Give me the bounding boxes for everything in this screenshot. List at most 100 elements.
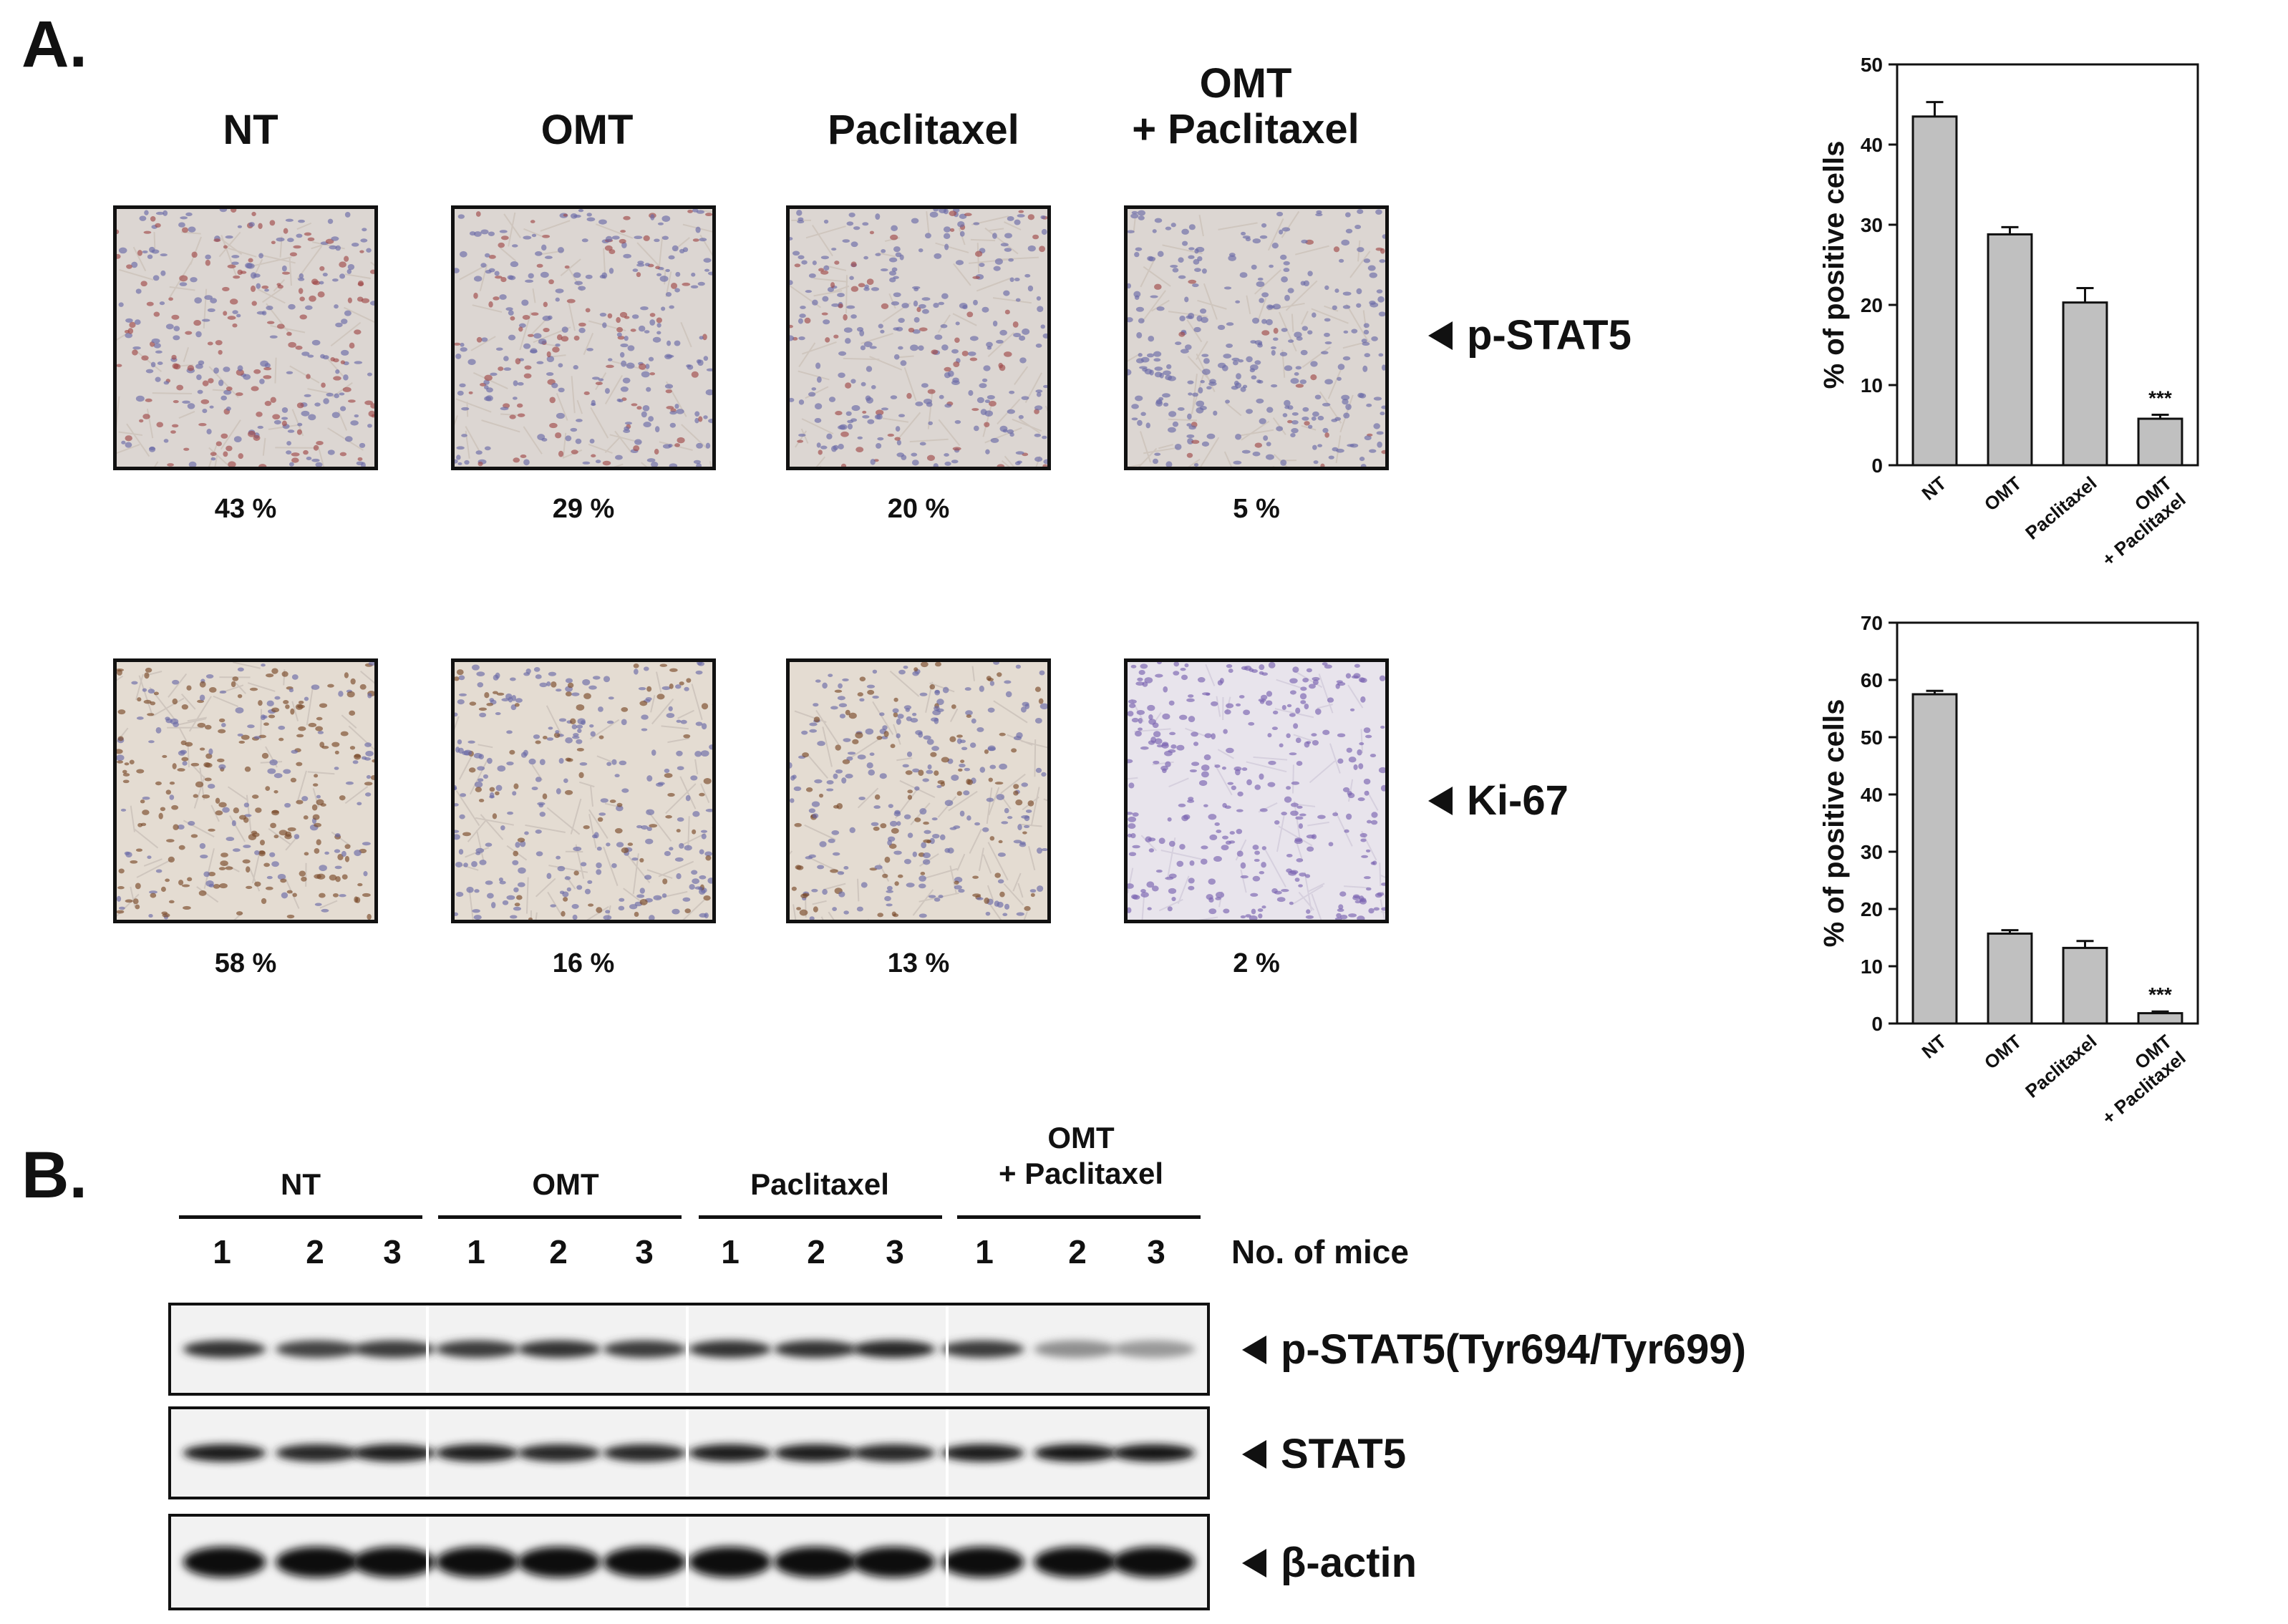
cell-nucleus <box>1357 209 1364 214</box>
cell-nucleus <box>198 360 205 366</box>
cell-nucleus <box>1324 285 1329 291</box>
cell-nucleus <box>1035 343 1042 348</box>
cell-nucleus <box>1373 423 1380 429</box>
cell-nucleus <box>1168 840 1175 847</box>
cell-nucleus <box>1251 264 1257 270</box>
cell-nucleus <box>1140 889 1146 893</box>
col-head-paclitaxel: Paclitaxel <box>828 107 1019 153</box>
cell-nucleus <box>637 261 644 265</box>
tissue-fiber <box>330 321 362 347</box>
y-tick-label: 10 <box>1861 374 1883 397</box>
cell-nucleus <box>209 686 217 693</box>
cell-nucleus <box>497 765 506 772</box>
cell-nucleus <box>518 867 526 874</box>
cell-nucleus <box>509 915 518 919</box>
cell-nucleus <box>934 662 941 667</box>
tissue-fiber <box>636 242 664 272</box>
cell-nucleus <box>843 738 851 742</box>
cell-nucleus <box>608 696 614 700</box>
blot-band <box>852 1547 936 1577</box>
tissue-fiber <box>588 443 613 454</box>
cell-nucleus <box>510 677 516 681</box>
cell-nucleus <box>923 735 931 740</box>
cell-nucleus <box>1002 429 1008 433</box>
cell-nucleus <box>161 911 168 915</box>
cell-nucleus <box>849 276 854 281</box>
cell-nucleus <box>801 730 808 735</box>
cell-nucleus <box>523 749 528 757</box>
cell-nucleus <box>1128 283 1132 289</box>
cell-nucleus <box>1169 731 1176 736</box>
cell-nucleus <box>359 250 364 253</box>
cell-nucleus <box>632 268 639 272</box>
cell-nucleus <box>1227 782 1234 785</box>
cell-nucleus <box>692 878 700 885</box>
cell-nucleus <box>1137 419 1143 427</box>
cell-nucleus <box>1013 333 1022 338</box>
cell-nucleus <box>1333 246 1340 253</box>
cell-nucleus <box>1128 816 1137 822</box>
cell-nucleus <box>1306 668 1312 673</box>
cell-nucleus <box>546 371 554 376</box>
cell-nucleus <box>312 783 319 787</box>
tissue-fiber <box>1196 341 1208 361</box>
tissue-fiber <box>976 277 1011 292</box>
cell-nucleus <box>231 255 240 258</box>
cell-nucleus <box>877 437 884 441</box>
cell-nucleus <box>317 731 324 734</box>
cell-nucleus <box>455 676 460 681</box>
cell-nucleus <box>1168 427 1176 433</box>
cell-nucleus <box>842 678 849 681</box>
cell-nucleus <box>222 286 230 292</box>
cell-nucleus <box>808 392 816 397</box>
cell-nucleus <box>479 712 487 718</box>
cell-nucleus <box>695 721 703 726</box>
tissue-fiber <box>583 332 594 356</box>
cell-nucleus <box>232 676 239 681</box>
tissue-fiber <box>1344 885 1368 889</box>
cell-nucleus <box>1289 690 1296 695</box>
cell-nucleus <box>468 767 476 773</box>
cell-nucleus <box>1201 845 1208 850</box>
cell-nucleus <box>369 269 374 274</box>
cell-nucleus <box>822 682 828 689</box>
marker-pstat5: p-STAT5 <box>1428 311 1632 359</box>
cell-nucleus <box>155 869 163 873</box>
cell-nucleus <box>290 777 297 783</box>
cell-nucleus <box>459 383 466 388</box>
blot-band <box>689 1340 772 1358</box>
cell-nucleus <box>507 275 514 280</box>
cell-nucleus <box>294 834 300 840</box>
cell-nucleus <box>586 217 596 222</box>
tissue-fiber <box>1218 222 1258 230</box>
cell-nucleus <box>694 417 699 424</box>
tissue-fiber <box>1143 447 1178 454</box>
cell-nucleus <box>903 705 912 710</box>
cell-nucleus <box>523 235 532 240</box>
tissue-fiber <box>1000 773 1026 794</box>
cell-nucleus <box>1299 813 1307 817</box>
cell-nucleus <box>1381 364 1385 371</box>
cell-nucleus <box>1252 238 1261 244</box>
cell-nucleus <box>1328 842 1334 847</box>
cell-nucleus <box>1312 444 1317 450</box>
cell-nucleus <box>692 238 699 242</box>
cell-nucleus <box>890 234 898 240</box>
cell-nucleus <box>966 714 972 718</box>
cell-nucleus <box>686 678 692 683</box>
col-head-omt-paclitaxel: OMT + Paclitaxel <box>1132 60 1359 152</box>
cell-nucleus <box>463 749 472 756</box>
cell-nucleus <box>1193 742 1199 747</box>
tissue-fiber <box>117 396 120 429</box>
micrograph-pstat5-nt <box>113 205 378 470</box>
cell-nucleus <box>596 869 602 875</box>
blot-band <box>941 1340 1024 1358</box>
tissue-background <box>455 209 712 467</box>
cell-nucleus <box>987 346 992 350</box>
tissue-fiber <box>348 725 374 751</box>
cell-nucleus <box>1361 339 1367 344</box>
cell-nucleus <box>974 822 981 826</box>
cell-nucleus <box>1140 892 1149 898</box>
cell-nucleus <box>484 396 492 402</box>
no-of-mice-label: No. of mice <box>1231 1233 1409 1270</box>
